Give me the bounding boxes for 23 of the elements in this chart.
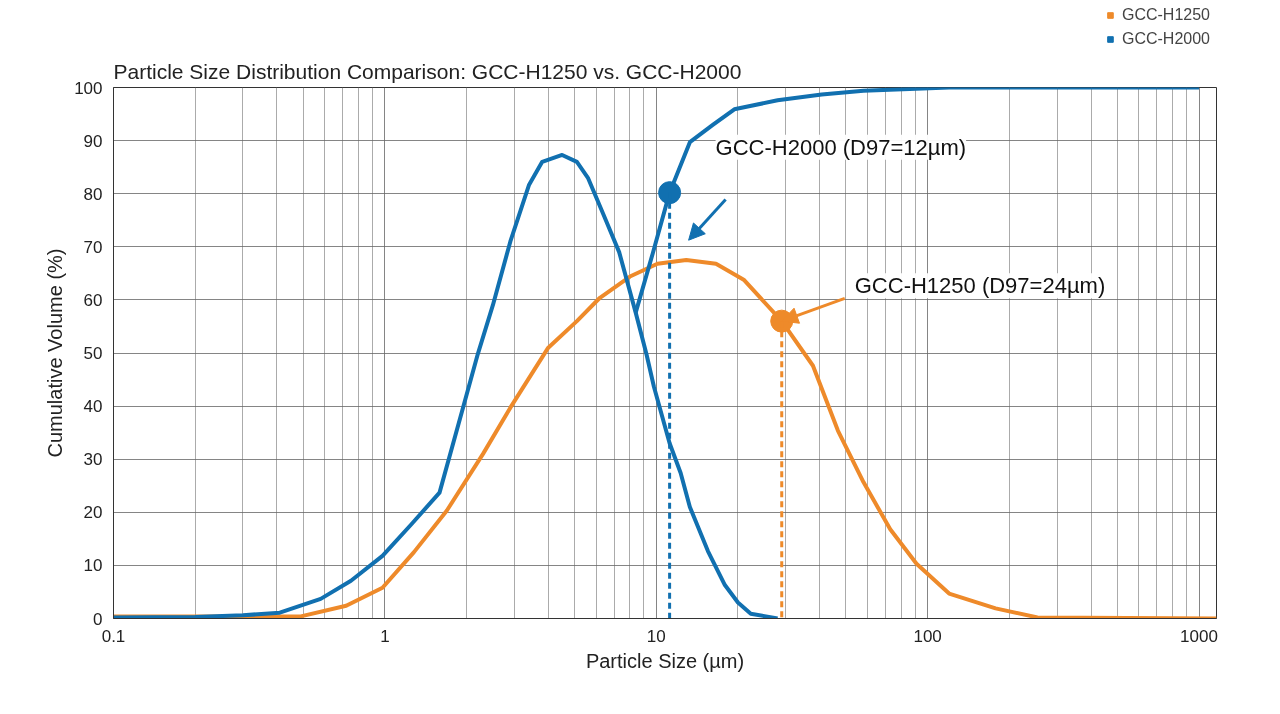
x-axis-title: Particle Size (µm) <box>585 649 745 672</box>
legend-label: GCC-H2000 <box>1121 30 1210 48</box>
legend-label: GCC-H1250 <box>1121 6 1210 24</box>
y-tick-label: 100 <box>74 78 103 98</box>
annotation: GCC-H2000 (D97=12µm) <box>715 134 967 160</box>
y-tick-label: 0 <box>93 609 103 629</box>
y-tick-label: 70 <box>83 237 103 257</box>
y-tick-label: 90 <box>83 131 103 151</box>
y-tick-label: 10 <box>83 556 103 576</box>
y-axis-title: Cumulative Volume (%) <box>44 248 67 458</box>
y-tick-label: 20 <box>83 503 103 523</box>
x-tick-label: 1 <box>380 626 390 646</box>
y-tick-label: 40 <box>83 397 103 417</box>
y-tick-label: 30 <box>83 450 103 470</box>
y-tick-label: 50 <box>83 344 103 363</box>
x-tick-label: 0.1 <box>101 626 126 646</box>
x-tick-label: 10 <box>646 626 666 646</box>
x-tick-label: 100 <box>913 626 942 646</box>
x-tick-label: 1000 <box>1180 626 1218 646</box>
annotation: GCC-H1250 (D97=24µm) <box>854 273 1106 299</box>
y-tick-label: 80 <box>83 184 103 204</box>
y-tick-label: 60 <box>83 290 103 310</box>
chart-title: Particle Size Distribution Comparison: GCC-H1250 vs. GCC-H2000 <box>113 59 742 83</box>
